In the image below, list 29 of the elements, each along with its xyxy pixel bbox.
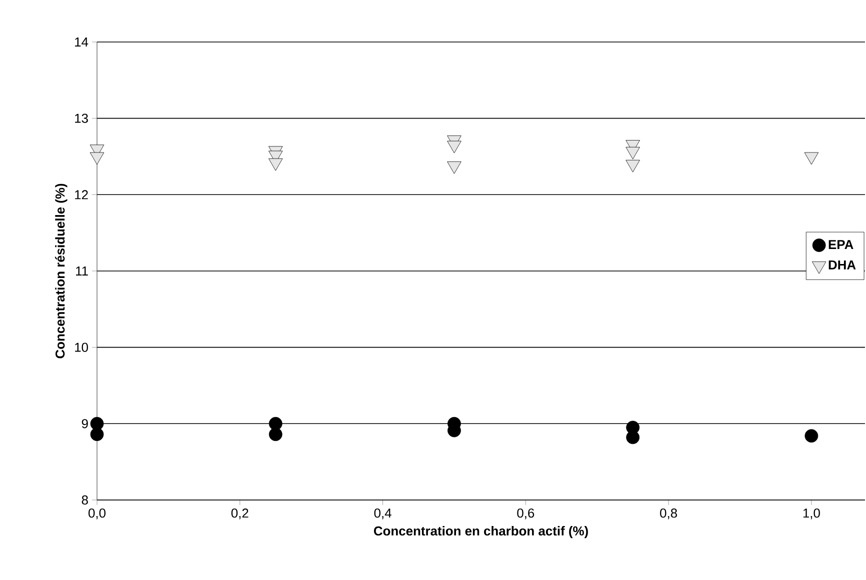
x-tick-label: 0,6 (517, 508, 534, 520)
point (447, 161, 462, 174)
point (804, 152, 819, 165)
point (268, 416, 282, 430)
y-tick-label: 9 (82, 419, 88, 428)
x-tick-label: 0,4 (374, 508, 392, 520)
point (268, 428, 282, 442)
point (626, 430, 640, 444)
point (90, 152, 104, 165)
point (268, 158, 283, 171)
x-axis-title: Concentration en charbon actif (%) (374, 526, 588, 538)
legend-label: DHA (828, 260, 856, 270)
point (447, 140, 462, 154)
y-tick-label: 11 (76, 266, 88, 276)
y-tick-label: 14 (75, 38, 88, 46)
x-tick-label: 0,0 (88, 508, 106, 520)
point (804, 429, 818, 443)
x-tick-label: 0,8 (660, 508, 677, 520)
point (90, 428, 104, 442)
x-tick-label: 1,0 (803, 508, 820, 520)
legend-label: EPA (828, 240, 854, 249)
y-axis-title: Concentration résiduelle (%) (55, 184, 68, 358)
y-tick-label: 10 (75, 342, 88, 352)
y-tick-label: 12 (75, 190, 88, 200)
x-tick-label: 0,2 (231, 508, 248, 520)
y-tick-label: 13 (75, 114, 88, 123)
point (626, 160, 640, 172)
point (626, 146, 640, 160)
y-tick-label: 8 (82, 495, 88, 505)
